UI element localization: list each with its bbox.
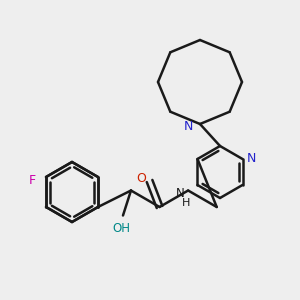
Text: O: O xyxy=(136,172,146,185)
Text: N: N xyxy=(247,152,256,166)
Text: F: F xyxy=(29,173,36,187)
Text: N: N xyxy=(183,119,193,133)
Text: H: H xyxy=(182,197,190,208)
Text: OH: OH xyxy=(112,222,130,235)
Text: N: N xyxy=(176,187,184,200)
